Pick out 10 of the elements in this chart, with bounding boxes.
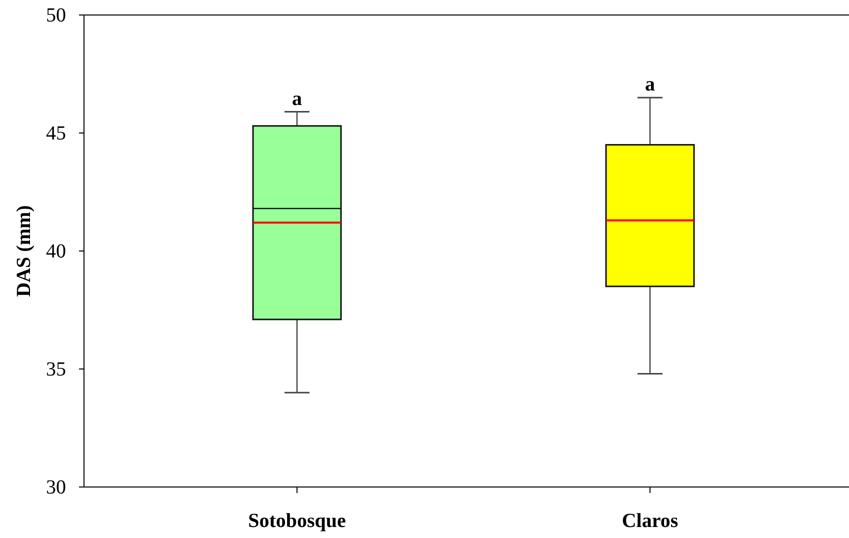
annotation: a	[292, 88, 302, 110]
y-tick-label: 50	[46, 4, 66, 26]
y-axis-title: DAS (mm)	[13, 205, 35, 297]
y-tick-label: 30	[46, 476, 66, 498]
annotation: a	[645, 74, 656, 96]
x-tick-label: Claros	[622, 510, 678, 532]
y-tick-label: 45	[46, 122, 66, 144]
x-tick-label: Sotobosque	[248, 510, 346, 532]
y-tick-label: 40	[46, 240, 66, 262]
y-tick-label: 35	[46, 358, 66, 380]
